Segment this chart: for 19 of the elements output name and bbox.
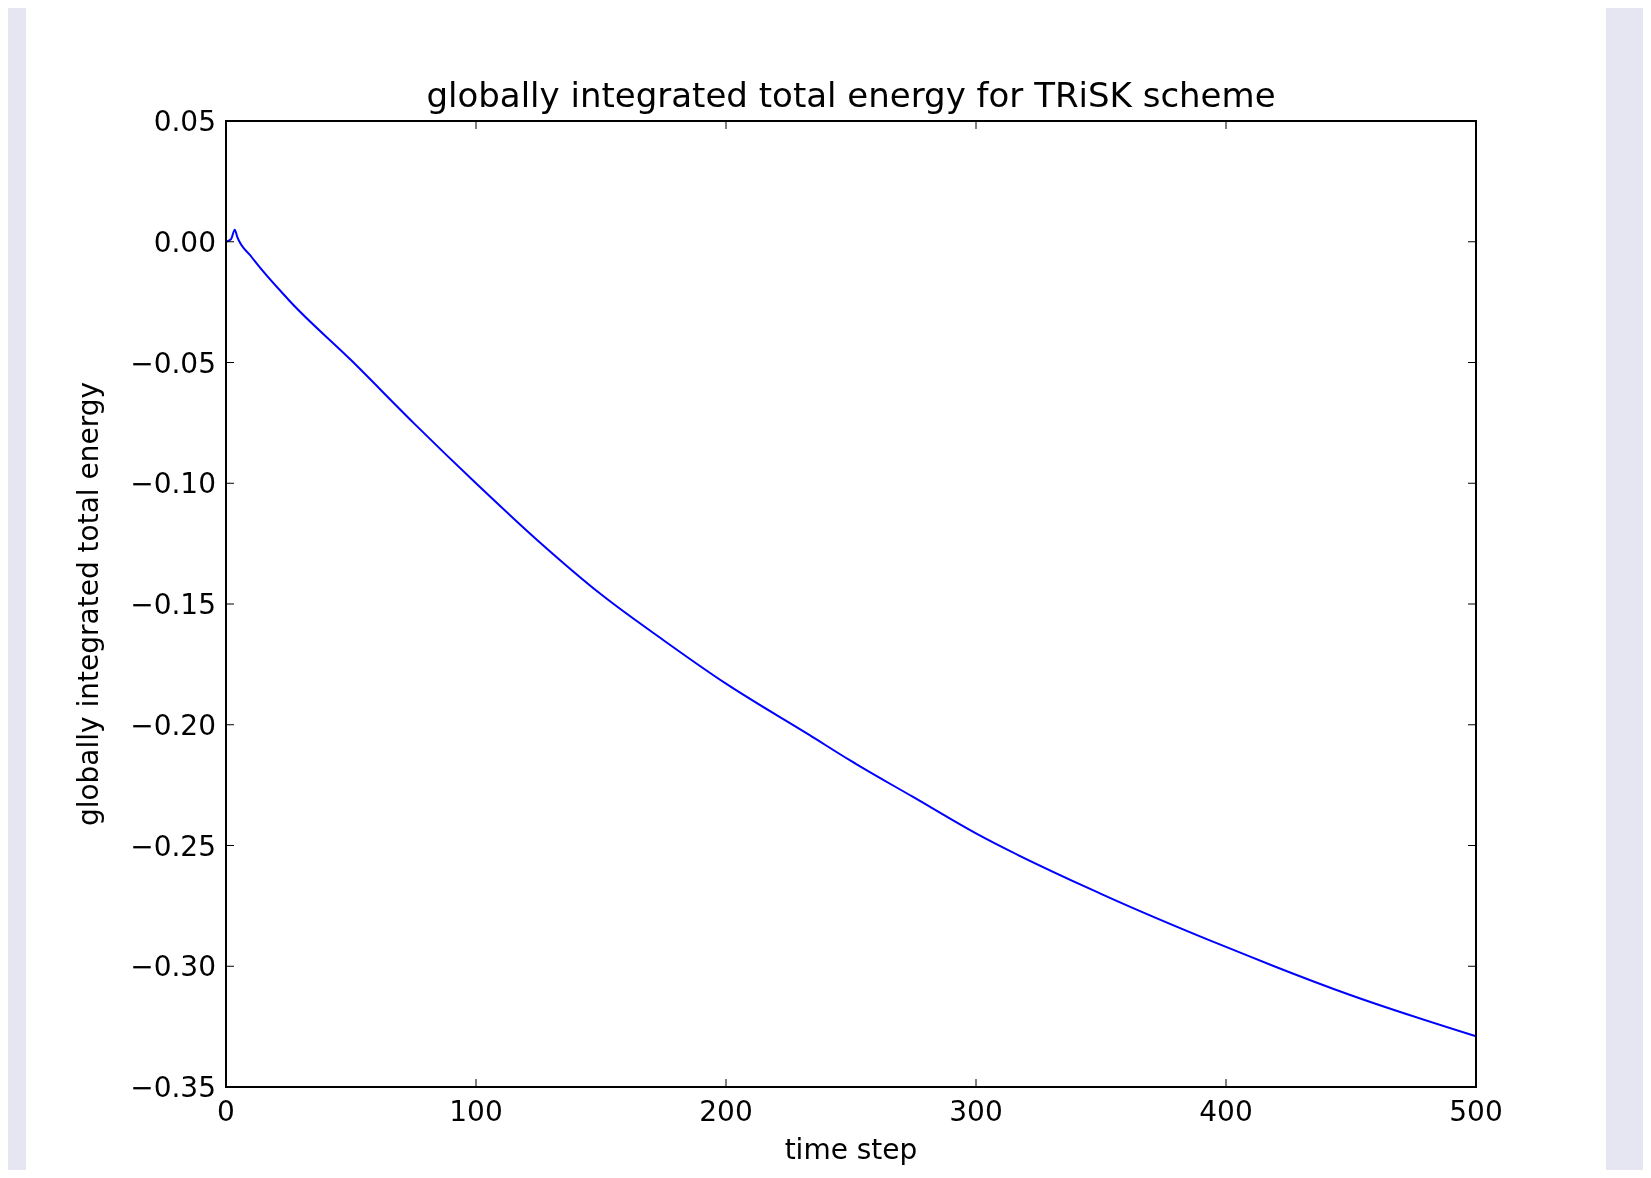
x-tick-label: 200 [699,1095,753,1128]
x-tick-label: 100 [449,1095,503,1128]
chart-title: globally integrated total energy for TRiSK scheme [426,75,1276,115]
y-tick-label: −0.35 [130,1071,216,1104]
y-tick-label: 0.00 [153,225,216,259]
y-tick-label: −0.10 [130,467,216,501]
y-tick-label: 0.05 [153,105,216,138]
y-tick-label: −0.25 [130,829,216,863]
y-tick-label: −0.30 [130,950,216,984]
y-tick-label: −0.15 [130,588,216,621]
x-axis-title: time step [784,1133,918,1166]
y-tick-label: −0.20 [130,708,216,742]
x-tick-label: 0 [217,1095,235,1128]
x-tick-label: 300 [949,1095,1003,1128]
y-tick-label: −0.05 [130,346,216,380]
x-tick-label: 400 [1199,1095,1253,1128]
x-tick-label: 500 [1449,1095,1503,1128]
line-series [225,228,1477,1038]
y-axis-title: globally integrated total energy [72,381,105,827]
